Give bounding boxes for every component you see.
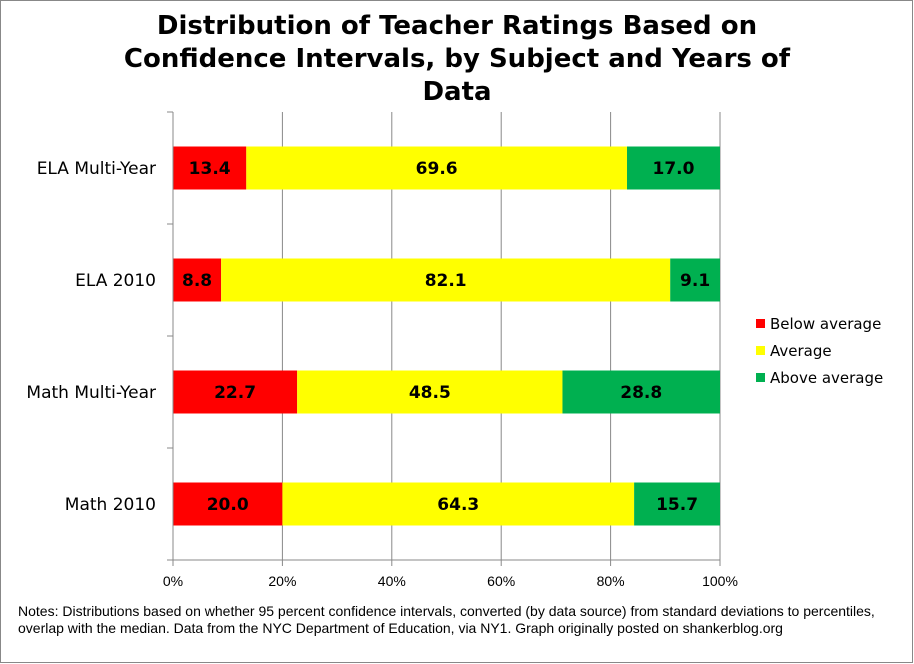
data-label: 15.7 (656, 495, 698, 515)
data-label: 82.1 (425, 271, 467, 291)
legend-label: Average (770, 342, 832, 360)
legend-swatch (756, 319, 765, 328)
title-line-1: Distribution of Teacher Ratings Based on (156, 11, 758, 41)
legend-swatch (756, 373, 765, 382)
title-line-2: Confidence Intervals, by Subject and Yea… (123, 44, 791, 74)
data-label: 64.3 (437, 495, 479, 515)
bar-segment (297, 370, 563, 414)
y-tick-label: Math 2010 (65, 495, 156, 515)
legend-swatch (756, 346, 765, 355)
x-tick-label: 60% (487, 573, 515, 589)
bar-segment (627, 146, 720, 190)
legend-label: Below average (770, 315, 881, 333)
y-tick-label: Math Multi-Year (26, 383, 156, 403)
x-tick-label: 40% (378, 573, 406, 589)
bar-segment (173, 482, 283, 526)
y-tick-label: ELA 2010 (75, 271, 156, 291)
data-label: 22.7 (214, 383, 256, 403)
x-tick-label: 80% (597, 573, 625, 589)
data-label: 17.0 (653, 159, 695, 179)
y-tick-label: ELA Multi-Year (37, 159, 156, 179)
bar-segment (634, 482, 720, 526)
chart-title: Distribution of Teacher Ratings Based on… (0, 10, 914, 109)
bar-segment (562, 370, 720, 414)
bar-segment (282, 482, 635, 526)
data-label: 9.1 (680, 271, 710, 291)
chart-notes: Notes: Distributions based on whether 95… (18, 603, 875, 636)
data-label: 48.5 (409, 383, 451, 403)
title-line-3: Data (422, 77, 492, 107)
bar-segment (173, 258, 222, 302)
data-label: 69.6 (416, 159, 458, 179)
bar-segment (173, 370, 298, 414)
bar-segment (173, 146, 247, 190)
bar-segment (221, 258, 671, 302)
data-label: 8.8 (182, 271, 212, 291)
x-tick-label: 100% (702, 573, 738, 589)
data-label: 20.0 (207, 495, 249, 515)
legend-label: Above average (770, 369, 883, 387)
data-label: 13.4 (189, 159, 231, 179)
bar-segment (670, 258, 720, 302)
x-tick-label: 0% (163, 573, 183, 589)
bar-segment (246, 146, 628, 190)
x-tick-label: 20% (268, 573, 296, 589)
data-label: 28.8 (620, 383, 662, 403)
